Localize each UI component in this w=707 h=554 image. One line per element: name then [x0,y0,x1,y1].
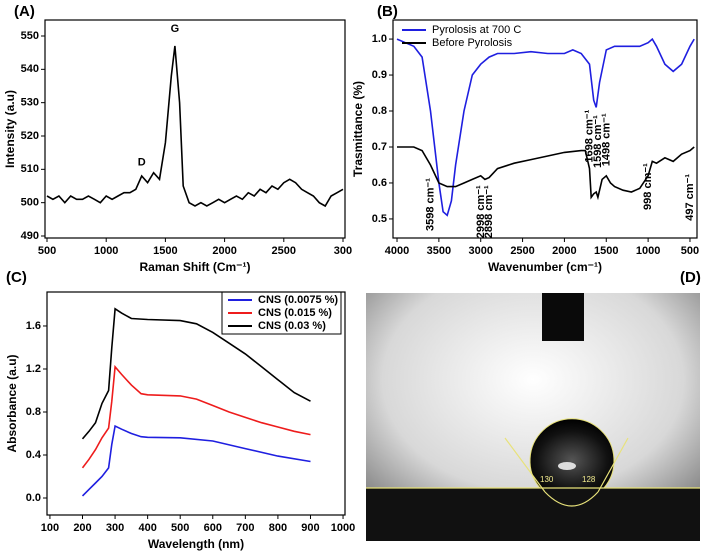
x-tick-label: 200 [73,522,91,534]
data-line [397,146,695,201]
x-axis-label: Raman Shift (Cm⁻¹) [140,260,251,274]
legend-label: Before Pyrolosis [432,37,513,49]
y-tick-label: 540 [21,63,39,75]
x-tick-label: 1000 [94,245,118,257]
x-axis-label: Wavelength (nm) [148,537,244,551]
data-line [396,37,695,217]
y-tick-label: 510 [21,163,39,175]
y-tick-label: 0.8 [26,406,41,418]
x-tick-label: 1500 [594,245,618,257]
tangent-right [597,437,629,493]
data-line [81,364,311,469]
panel: (C) 100 200 300 400 500 600 700 800 900 1000 0.0 0.4… [5,269,355,551]
panel-label: (B) [377,3,398,20]
data-line [81,307,311,440]
x-tick-label: 500 [171,522,189,534]
reflection [558,462,576,470]
droplet [529,418,615,489]
x-tick-label: 3500 [427,245,451,257]
legend-label: Pyrolosis at 700 C [432,24,521,36]
x-tick-label: 1000 [636,245,660,257]
annotation: 1698 cm⁻¹ [584,109,596,162]
y-axis-label: Intensity (a.u) [3,90,17,168]
y-tick-label: 550 [21,30,39,42]
x-tick-label: 100 [41,522,59,534]
annotation: 2898 cm⁻¹ [483,185,495,238]
y-tick-label: 0.9 [372,69,387,81]
data-line [81,424,311,497]
y-tick-label: 500 [21,197,39,209]
panel-label: (D) [680,269,701,286]
y-axis-label: Trasmittance (%) [351,81,365,177]
x-tick-label: 1000 [331,522,355,534]
legend-box [221,291,342,335]
y-tick-label: 1.6 [26,320,41,332]
y-tick-label: 0.8 [372,105,387,117]
photo-panel: (D) 130 128 [366,269,701,541]
x-tick-label: 2500 [272,245,296,257]
x-tick-label: 2000 [212,245,236,257]
legend-label: CNS (0.03 %) [258,320,326,332]
x-axis-label: Wavenumber (cm⁻¹) [488,260,602,274]
x-tick-label: 4000 [385,245,409,257]
annotation: G [171,23,180,35]
legend-label: CNS (0.015 %) [258,307,332,319]
legend-label: CNS (0.0075 %) [258,294,338,306]
x-tick-label: 3000 [468,245,492,257]
panel: (A) 500 1000 1500 2000 2500 300 490 500 510 520 530… [3,3,352,274]
panel-label: (C) [6,269,27,286]
annotation: 497 cm⁻¹ [684,174,696,221]
x-tick-label: 500 [681,245,699,257]
y-tick-label: 490 [21,230,39,242]
x-tick-label: 2000 [552,245,576,257]
panel: (B) 4000 3500 3000 2500 2000 1500 1000 500 0.5 0.6… [351,3,699,274]
x-tick-label: 2500 [510,245,534,257]
angle-label: 128 [582,475,596,484]
x-tick-label: 300 [106,522,124,534]
y-tick-label: 1.2 [26,363,41,375]
data-line [46,45,344,208]
tangent-left [504,437,546,493]
y-tick-label: 1.0 [372,33,387,45]
x-tick-label: 300 [334,245,352,257]
y-tick-label: 0.5 [372,213,387,225]
x-tick-label: 1500 [153,245,177,257]
annotation: 2998 cm⁻¹ [475,185,487,238]
x-tick-label: 800 [269,522,287,534]
y-tick-label: 0.4 [26,449,42,461]
annotation: 1498 cm⁻¹ [600,113,612,166]
substrate [366,488,700,541]
angle-label: 130 [540,475,554,484]
y-tick-label: 530 [21,97,39,109]
plot-frame [46,291,346,516]
annotation: 3598 cm⁻¹ [425,178,437,231]
plot-frame [44,19,346,239]
needle [542,293,584,341]
annotation: D [138,157,146,169]
x-tick-label: 500 [38,245,56,257]
panel-label: (A) [14,3,35,20]
y-tick-label: 0.0 [26,492,41,504]
x-tick-label: 700 [236,522,254,534]
y-tick-label: 0.6 [372,177,387,189]
plot-frame [392,19,698,239]
x-tick-label: 600 [204,522,222,534]
y-axis-label: Absorbance (a.u) [5,354,19,452]
x-tick-label: 400 [138,522,156,534]
x-tick-label: 900 [301,522,319,534]
annotation: 1598 cm⁻¹ [592,115,604,168]
angle-arc [544,491,599,507]
y-tick-label: 520 [21,130,39,142]
y-tick-label: 0.7 [372,141,387,153]
annotation: 998 cm⁻¹ [642,163,654,210]
